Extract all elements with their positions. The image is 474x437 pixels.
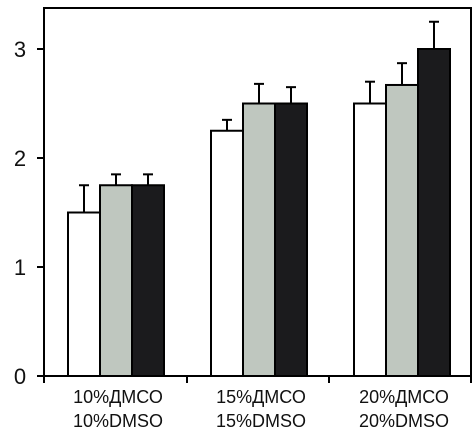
- y-tick-label-0: 0: [14, 364, 26, 389]
- bar-series3-group2: [274, 102, 308, 377]
- category-label-line2-2: 15%DMSO: [216, 411, 306, 431]
- y-tick-label-2: 2: [14, 146, 26, 171]
- bar-series1-group3: [353, 102, 387, 377]
- y-tick-label-1: 1: [14, 255, 26, 280]
- bar-series2-group2: [242, 102, 276, 377]
- category-label-line1-2: 15%ДМСО: [216, 387, 306, 407]
- labels-layer: 0 1 2 3 10%ДМСО 10%DMSO 15%ДМСО 15%DMSO 20%ДМСО 2…: [14, 37, 449, 431]
- error-bars-layer: [79, 20, 439, 213]
- bar-series2-group1: [99, 184, 133, 377]
- bars-layer: [67, 48, 451, 377]
- category-label-line1-1: 10%ДМСО: [73, 387, 163, 407]
- bar-series2-group3: [385, 83, 419, 377]
- category-label-line1-3: 20%ДМСО: [359, 387, 449, 407]
- category-label-line2-3: 20%DMSO: [359, 411, 449, 431]
- bar-series1-group2: [210, 129, 244, 377]
- axes-layer: [37, 48, 472, 383]
- bar-series3-group3: [417, 48, 451, 377]
- category-label-line2-1: 10%DMSO: [73, 411, 163, 431]
- y-tick-label-3: 3: [14, 37, 26, 62]
- bar-series1-group1: [67, 211, 101, 377]
- bar-series3-group1: [131, 184, 165, 377]
